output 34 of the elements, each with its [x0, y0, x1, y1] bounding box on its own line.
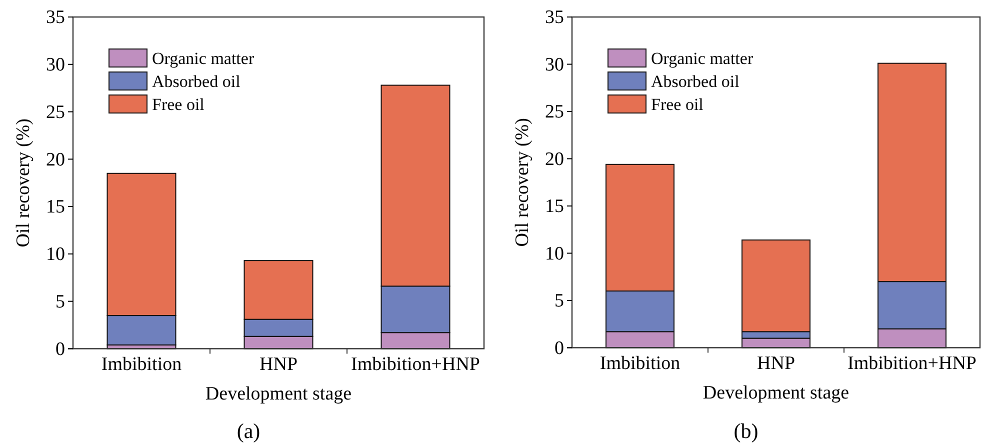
y-tick-label: 10: [545, 243, 564, 264]
y-tick-label: 0: [56, 338, 65, 360]
y-tick-label: 5: [56, 291, 65, 312]
y-tick-label: 20: [545, 148, 564, 170]
y-tick-label: 35: [545, 7, 564, 28]
y-axis-title: Oil recovery (%): [512, 118, 533, 247]
x-tick-label: HNP: [756, 353, 796, 374]
y-axis-title: Oil recovery (%): [13, 118, 34, 248]
x-axis-title: Development stage: [702, 382, 850, 404]
x-tick-label: HNP: [259, 354, 298, 376]
legend-label: Organic matter: [152, 49, 254, 68]
x-tick-label: Imbibition+HNP: [848, 353, 976, 374]
y-tick-label: 35: [46, 7, 65, 28]
legend-label: Free oil: [651, 95, 704, 114]
y-tick-label: 5: [554, 290, 564, 312]
y-tick-label: 15: [46, 196, 65, 218]
y-tick-label: 30: [545, 54, 564, 76]
legend-label: Free oil: [152, 95, 205, 114]
y-tick-label: 15: [545, 196, 564, 218]
y-tick-label: 10: [46, 244, 65, 266]
x-axis-title: Development stage: [205, 384, 352, 405]
legend-label: Absorbed oil: [651, 72, 740, 91]
y-tick-label: 20: [46, 149, 65, 170]
y-tick-label: 25: [545, 102, 564, 123]
text: (a): [236, 419, 260, 443]
x-tick-label: Imbibition: [101, 354, 182, 376]
legend-label: Organic matter: [651, 49, 754, 68]
legend-label: Absorbed oil: [152, 72, 241, 91]
y-tick-label: 30: [46, 54, 65, 76]
x-tick-label: Imbibition+HNP: [351, 354, 480, 376]
text: (b): [734, 419, 758, 443]
y-tick-label: 25: [46, 102, 65, 123]
y-tick-label: 0: [554, 338, 564, 359]
x-tick-label: Imbibition: [600, 353, 681, 374]
